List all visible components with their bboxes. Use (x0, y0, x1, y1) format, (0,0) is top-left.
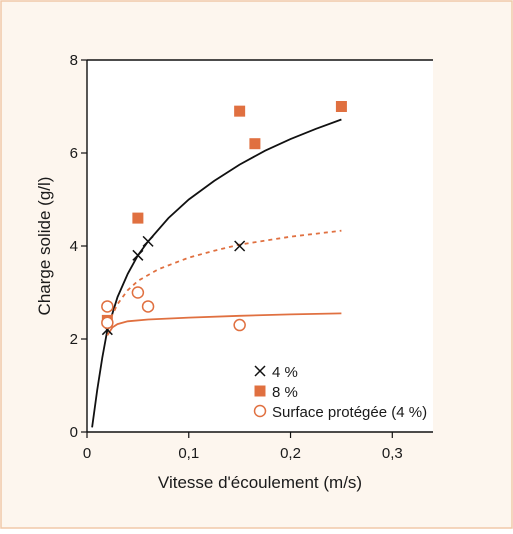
point-series-3 (141, 300, 155, 313)
point-series-1 (142, 235, 154, 247)
point-series-3 (233, 318, 246, 332)
data-points (101, 101, 347, 336)
x-tick-label: 0,1 (178, 445, 199, 462)
legend-label-2: 8 % (272, 384, 298, 401)
point-series-3 (131, 286, 145, 299)
x-axis-label: Vitesse d'écoulement (m/s) (158, 473, 362, 492)
point-series-2 (234, 105, 246, 117)
legend-marker-2 (254, 385, 266, 397)
point-series-2 (132, 212, 144, 224)
point-series-3 (101, 316, 114, 329)
y-tick-label: 6 (70, 145, 78, 162)
plot-area (87, 60, 433, 432)
legend-label-1: 4 % (272, 364, 298, 381)
point-series-1 (234, 240, 246, 252)
point-series-1 (132, 249, 144, 261)
point-series-3 (101, 300, 114, 313)
fit-curves (91, 118, 342, 428)
x-tick-label: 0 (83, 445, 91, 462)
axes: 0 0,1 0,2 0,3 0 2 4 6 8 (70, 52, 433, 462)
point-series-2 (249, 138, 261, 150)
point-series-2 (335, 101, 347, 112)
legend-marker-3 (253, 404, 267, 418)
y-tick-label: 2 (70, 331, 78, 348)
fit-curve-3 (106, 312, 342, 336)
x-tick-label: 0,3 (382, 445, 403, 462)
y-axis-label: Charge solide (g/l) (35, 177, 54, 316)
fit-curve-1 (91, 118, 342, 428)
x-tick-label: 0,2 (280, 445, 301, 462)
y-tick-label: 4 (70, 238, 78, 255)
y-tick-label: 8 (70, 52, 78, 69)
y-tick-label: 0 (70, 424, 78, 441)
legend-label-3: Surface protégée (4 %) (272, 404, 427, 421)
legend: 4 % 8 % Surface protégée (4 %) (253, 364, 427, 421)
legend-marker-1 (254, 365, 266, 377)
